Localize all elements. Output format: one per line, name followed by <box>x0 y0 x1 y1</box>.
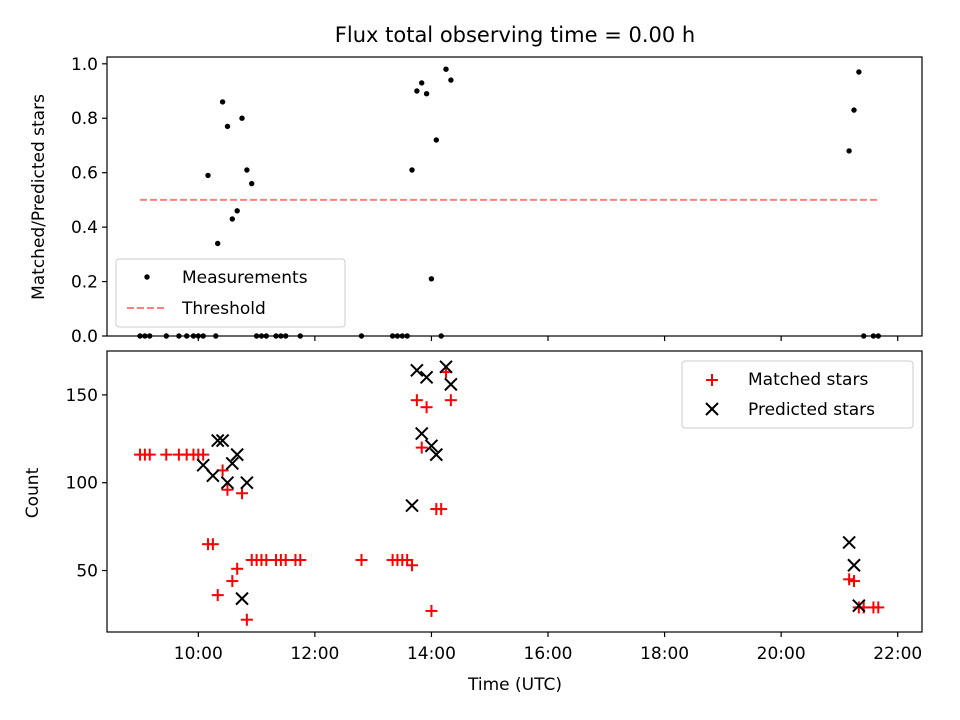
matched-star-point <box>355 553 368 566</box>
predicted-star-point <box>444 377 458 392</box>
measurement-point <box>215 240 221 247</box>
ratio-ytick-label: 0.4 <box>71 218 98 238</box>
count-ytick-label: 100 <box>66 474 98 494</box>
ratio-plot-frame <box>106 56 923 337</box>
measurement-point <box>244 167 250 173</box>
matched-star-point <box>294 553 307 566</box>
matched-star-point <box>143 448 156 461</box>
count-ytick-label: 50 <box>76 562 98 582</box>
legend-predicted-label: Predicted stars <box>748 400 875 420</box>
ratio-ytick-label: 0.2 <box>71 273 98 293</box>
chart-title: Flux total observing time = 0.00 h <box>335 23 695 47</box>
measurement-point <box>224 123 231 130</box>
count-xtick-label: 20:00 <box>757 644 806 664</box>
legend-predicted-marker <box>705 402 719 416</box>
count-xtick-label: 18:00 <box>640 644 689 664</box>
count-plot: 50 100 150 10:00 12:00 14:00 16:00 18:00 20:00 22… <box>23 350 923 695</box>
measurement-point <box>239 115 245 121</box>
measurement-point <box>423 91 430 97</box>
predicted-star-point <box>852 598 866 613</box>
ratio-plot-ylabel: Matched/Predicted stars <box>29 94 49 300</box>
predicted-star-point <box>429 447 444 462</box>
measurement-point <box>443 66 449 72</box>
count-legend-box <box>681 360 914 429</box>
matched-star-point <box>231 562 244 575</box>
measurement-point <box>249 180 255 187</box>
measurement-point <box>856 69 862 75</box>
ratio-legend-box <box>115 258 346 328</box>
predicted-star-point <box>415 426 429 441</box>
matched-star-point <box>226 575 239 588</box>
predicted-star-point <box>220 476 235 490</box>
count-xtick-label: 10:00 <box>174 644 223 664</box>
count-plot-frame <box>106 350 923 633</box>
predicted-star-point <box>424 439 439 453</box>
measurement-point <box>229 216 235 222</box>
measurement-point <box>448 77 454 83</box>
matched-star-point <box>425 604 438 617</box>
legend-matched-marker <box>706 374 718 386</box>
predicted-star-point <box>230 447 244 462</box>
predicted-star-point <box>196 458 210 472</box>
matched-star-point <box>406 559 419 572</box>
measurement-point <box>428 276 435 282</box>
predicted-star-point <box>206 468 220 483</box>
matched-star-point <box>160 448 173 461</box>
measurement-point <box>414 88 420 94</box>
count-xtick-label: 14:00 <box>407 644 456 664</box>
ratio-ytick-label: 1.0 <box>71 55 98 75</box>
matched-star-point <box>410 394 423 407</box>
measurement-point <box>409 167 415 173</box>
count-plot-xlabel: Time (UTC) <box>467 675 562 695</box>
measurement-point <box>205 172 211 179</box>
matched-star-point <box>197 448 210 461</box>
count-xtick-label: 12:00 <box>290 644 339 664</box>
predicted-star-point <box>211 433 225 448</box>
matched-star-point <box>848 575 861 588</box>
predicted-star-point <box>419 370 434 385</box>
legend-measurements-marker <box>144 274 150 280</box>
measurement-point <box>851 107 857 113</box>
predicted-star-point <box>240 476 254 490</box>
ratio-ytick-label: 0.8 <box>71 109 98 129</box>
predicted-star-point <box>842 535 856 550</box>
count-ytick-label: 150 <box>66 386 98 406</box>
matched-star-point <box>444 394 457 407</box>
matched-star-point <box>435 503 448 516</box>
predicted-star-point <box>215 433 230 448</box>
matched-star-point <box>240 613 253 626</box>
count-xtick-label: 22:00 <box>873 644 922 664</box>
ratio-plot: 0.0 0.2 0.4 0.6 0.8 1.0 Matched/Predicted sta… <box>29 55 923 347</box>
legend-matched-label: Matched stars <box>748 370 868 390</box>
count-legend: Matched stars Predicted stars <box>681 360 914 429</box>
ratio-legend: Measurements Threshold <box>115 258 346 328</box>
predicted-star-point <box>439 360 453 374</box>
measurement-point <box>234 208 240 214</box>
measurement-point <box>419 80 425 86</box>
predicted-star-point <box>235 591 249 606</box>
matched-star-point <box>221 483 234 496</box>
count-xtick-label: 16:00 <box>524 644 573 664</box>
matched-star-point <box>236 487 249 500</box>
count-plot-ylabel: Count <box>23 467 43 518</box>
measurement-point <box>846 148 852 154</box>
matched-star-point <box>872 601 885 614</box>
matched-star-point <box>206 538 219 551</box>
predicted-star-point <box>225 456 240 471</box>
ratio-ytick-label: 0.0 <box>71 327 98 347</box>
measurement-point <box>433 137 439 143</box>
legend-measurements-label: Measurements <box>182 268 308 288</box>
matched-star-point <box>420 401 433 414</box>
ratio-ytick-label: 0.6 <box>71 164 98 184</box>
matched-star-point <box>211 589 224 602</box>
predicted-star-point <box>410 363 424 378</box>
matched-star-point <box>415 441 428 454</box>
predicted-star-point <box>847 558 861 572</box>
predicted-star-point <box>405 498 419 513</box>
measurement-point <box>219 99 226 105</box>
legend-threshold-label: Threshold <box>181 299 266 319</box>
